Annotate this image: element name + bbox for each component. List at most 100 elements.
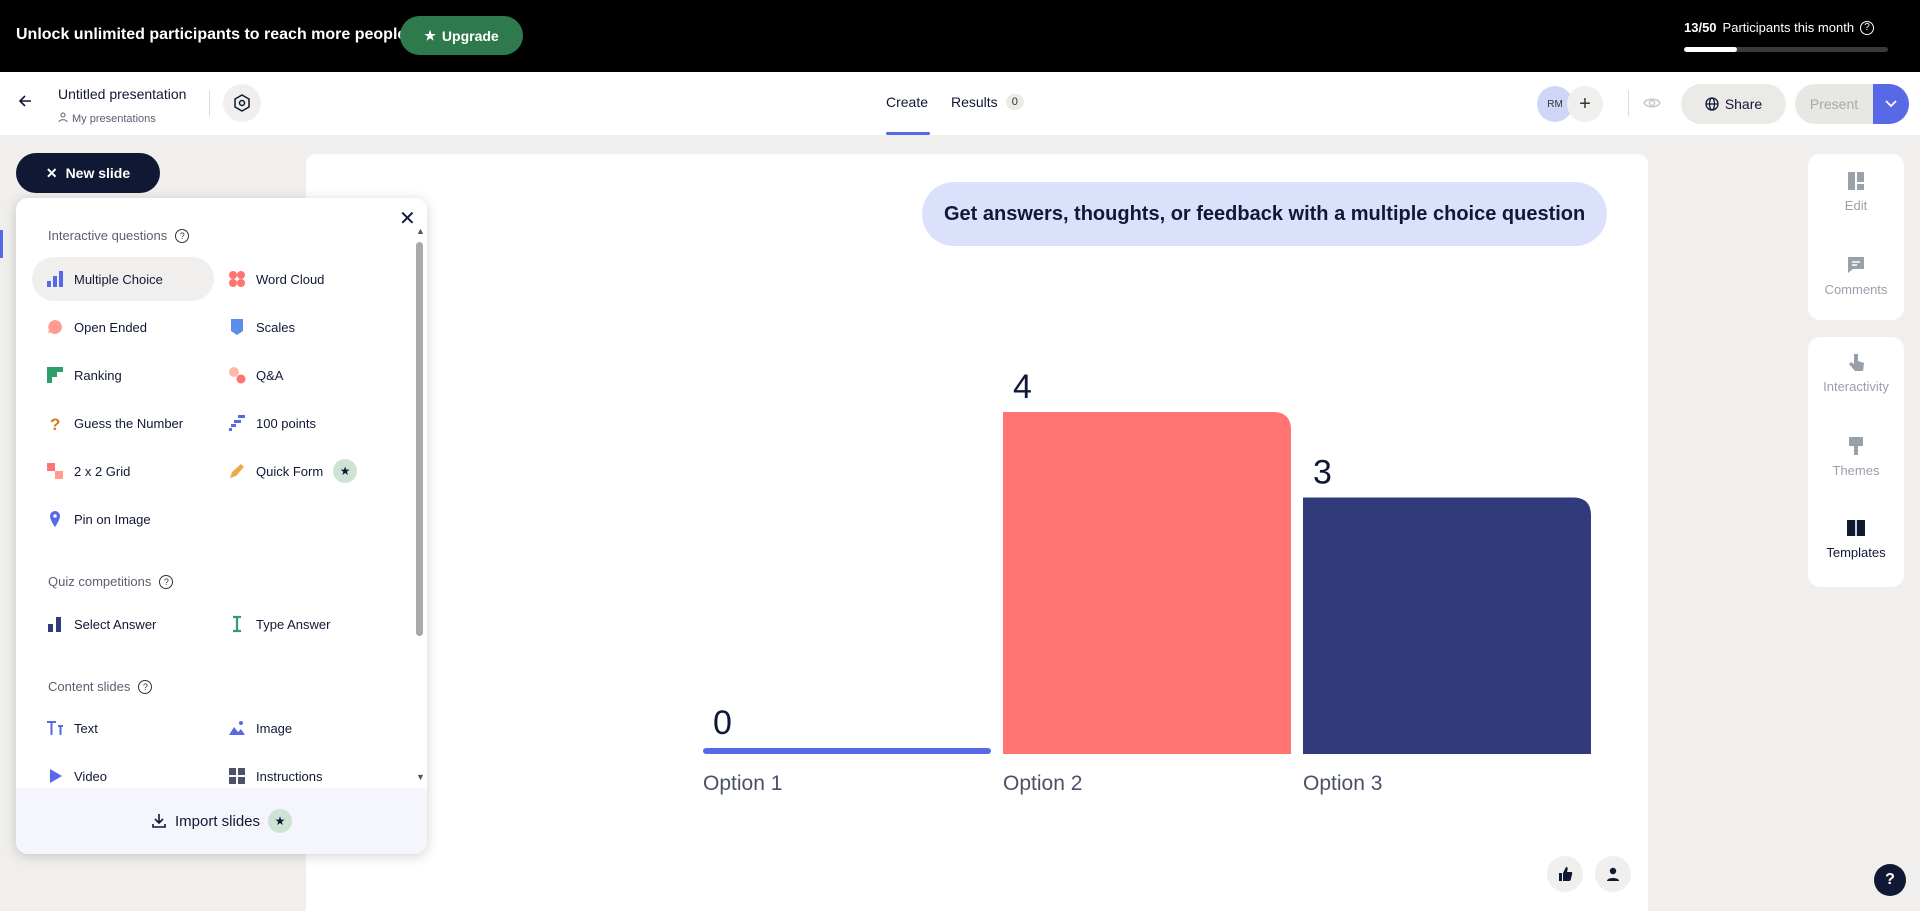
option-label: Image: [256, 720, 293, 736]
option-2x2-grid[interactable]: 2 x 2 Grid: [32, 449, 214, 493]
text-icon: [47, 721, 63, 735]
option-open-ended[interactable]: Open Ended: [32, 305, 214, 349]
comments-label: Comments: [1824, 282, 1888, 297]
option-pin-on-image[interactable]: Pin on Image: [32, 497, 214, 541]
comments-tool[interactable]: Comments: [1808, 254, 1904, 297]
option-label: Ranking: [74, 367, 122, 383]
quiz-section-label: Quiz competitions ?: [48, 574, 174, 589]
popover-scrollbar[interactable]: [416, 242, 423, 636]
tab-create-indicator: [886, 132, 930, 135]
present-options-button[interactable]: [1873, 84, 1909, 124]
option-word-cloud[interactable]: Word Cloud: [214, 257, 404, 301]
play-icon: [50, 769, 62, 783]
interactivity-tool[interactable]: Interactivity: [1808, 351, 1904, 394]
star-icon: ★: [424, 27, 436, 43]
add-collaborator-button[interactable]: +: [1567, 86, 1603, 122]
option-text[interactable]: Text: [32, 706, 214, 750]
new-slide-button[interactable]: ✕ New slide: [16, 153, 160, 193]
option-label: Instructions: [256, 768, 323, 784]
quiz-label-text: Quiz competitions: [48, 574, 152, 589]
present-button[interactable]: Present: [1795, 84, 1873, 124]
results-chart: 0 Option 1 4 Option 2 3 Option 3: [700, 340, 1600, 810]
option-multiple-choice[interactable]: Multiple Choice: [32, 257, 214, 301]
speech-bubble-icon: [48, 320, 62, 334]
eye-icon: [1643, 98, 1661, 108]
reactions-button[interactable]: [1547, 856, 1583, 892]
pencil-icon: [230, 464, 244, 478]
option-label: Quick Form: [256, 463, 324, 479]
chart-value-label: 4: [1013, 368, 1032, 406]
option-guess-the-number[interactable]: ? Guess the Number: [32, 401, 214, 445]
option-label: Pin on Image: [74, 511, 151, 527]
tab-create[interactable]: Create: [886, 94, 929, 110]
grid-icon: [47, 463, 63, 479]
option-image[interactable]: Image: [214, 706, 404, 750]
paint-brush-icon: [1849, 437, 1863, 455]
scroll-up-arrow-icon[interactable]: ▲: [416, 226, 425, 236]
points-icon: [229, 415, 245, 431]
chart-category-label: Option 1: [703, 772, 782, 795]
share-button[interactable]: Share: [1681, 84, 1786, 124]
option-100-points[interactable]: 100 points: [214, 401, 404, 445]
option-scales[interactable]: Scales: [214, 305, 404, 349]
option-label: 100 points: [256, 415, 316, 431]
thumbs-up-icon: [1559, 867, 1573, 881]
participants-info: 13/50 Participants this month ?: [1684, 20, 1875, 35]
import-label: Import slides: [174, 812, 261, 830]
interactive-label-text: Interactive questions: [48, 228, 168, 243]
help-icon[interactable]: ?: [1860, 20, 1875, 35]
tab-results[interactable]: Results 0: [951, 94, 1024, 110]
instructions-icon: [229, 768, 245, 784]
option-type-answer[interactable]: Type Answer: [214, 602, 404, 646]
help-icon[interactable]: ?: [138, 679, 153, 694]
upgrade-button[interactable]: ★ Upgrade: [400, 16, 523, 55]
presentation-title[interactable]: Untitled presentation: [58, 86, 187, 102]
scroll-down-arrow-icon[interactable]: ▼: [416, 772, 425, 782]
participants-label: Participants this month: [1722, 20, 1855, 35]
pro-star-icon: ★: [333, 459, 358, 483]
chart-category-label: Option 3: [1303, 772, 1382, 795]
bar-chart-icon: [47, 271, 63, 287]
help-icon[interactable]: ?: [175, 228, 190, 243]
settings-button[interactable]: [223, 84, 261, 122]
option-select-answer[interactable]: Select Answer: [32, 602, 214, 646]
location-label: My presentations: [72, 112, 156, 125]
upgrade-banner: Unlock unlimited participants to reach m…: [0, 0, 1920, 72]
content-section-label: Content slides ?: [48, 679, 153, 694]
themes-tool[interactable]: Themes: [1808, 435, 1904, 478]
question-mark-icon: ?: [50, 415, 60, 432]
close-icon: ✕: [45, 164, 58, 181]
banner-text: Unlock unlimited participants to reach m…: [16, 26, 411, 43]
chart-bar: [1303, 497, 1591, 754]
option-label: 2 x 2 Grid: [74, 463, 131, 479]
option-label: Word Cloud: [256, 271, 325, 287]
word-cloud-icon: [229, 271, 245, 287]
preview-button[interactable]: [1633, 84, 1671, 122]
chart-value-label: 3: [1313, 454, 1332, 492]
slide-question[interactable]: Get answers, thoughts, or feedback with …: [922, 182, 1608, 246]
themes-label: Themes: [1832, 463, 1880, 478]
share-label: Share: [1724, 96, 1763, 112]
option-label: Multiple Choice: [74, 271, 163, 287]
option-ranking[interactable]: Ranking: [32, 353, 214, 397]
import-slides-button[interactable]: Import slides ★: [16, 788, 427, 854]
option-instructions[interactable]: Instructions: [214, 754, 404, 798]
option-qa[interactable]: Q&A: [214, 353, 404, 397]
back-arrow-icon[interactable]: [18, 92, 32, 113]
option-quick-form[interactable]: Quick Form ★: [214, 449, 404, 493]
audience-button[interactable]: [1595, 856, 1631, 892]
help-button[interactable]: ?: [1874, 864, 1906, 896]
chevron-down-icon: [1885, 100, 1897, 108]
templates-tool[interactable]: Templates: [1808, 517, 1904, 560]
right-panel-bottom: Interactivity Themes Templates: [1808, 337, 1904, 587]
help-icon[interactable]: ?: [159, 574, 174, 589]
close-icon[interactable]: ✕: [399, 208, 416, 230]
presentation-location[interactable]: My presentations: [58, 112, 156, 125]
templates-icon: [1847, 520, 1865, 536]
slide-selection-indicator: [0, 230, 3, 258]
pro-star-icon: ★: [268, 809, 293, 833]
option-video[interactable]: Video: [32, 754, 214, 798]
option-label: Guess the Number: [74, 415, 184, 431]
header-divider: [209, 90, 210, 116]
edit-tool[interactable]: Edit: [1808, 170, 1904, 213]
